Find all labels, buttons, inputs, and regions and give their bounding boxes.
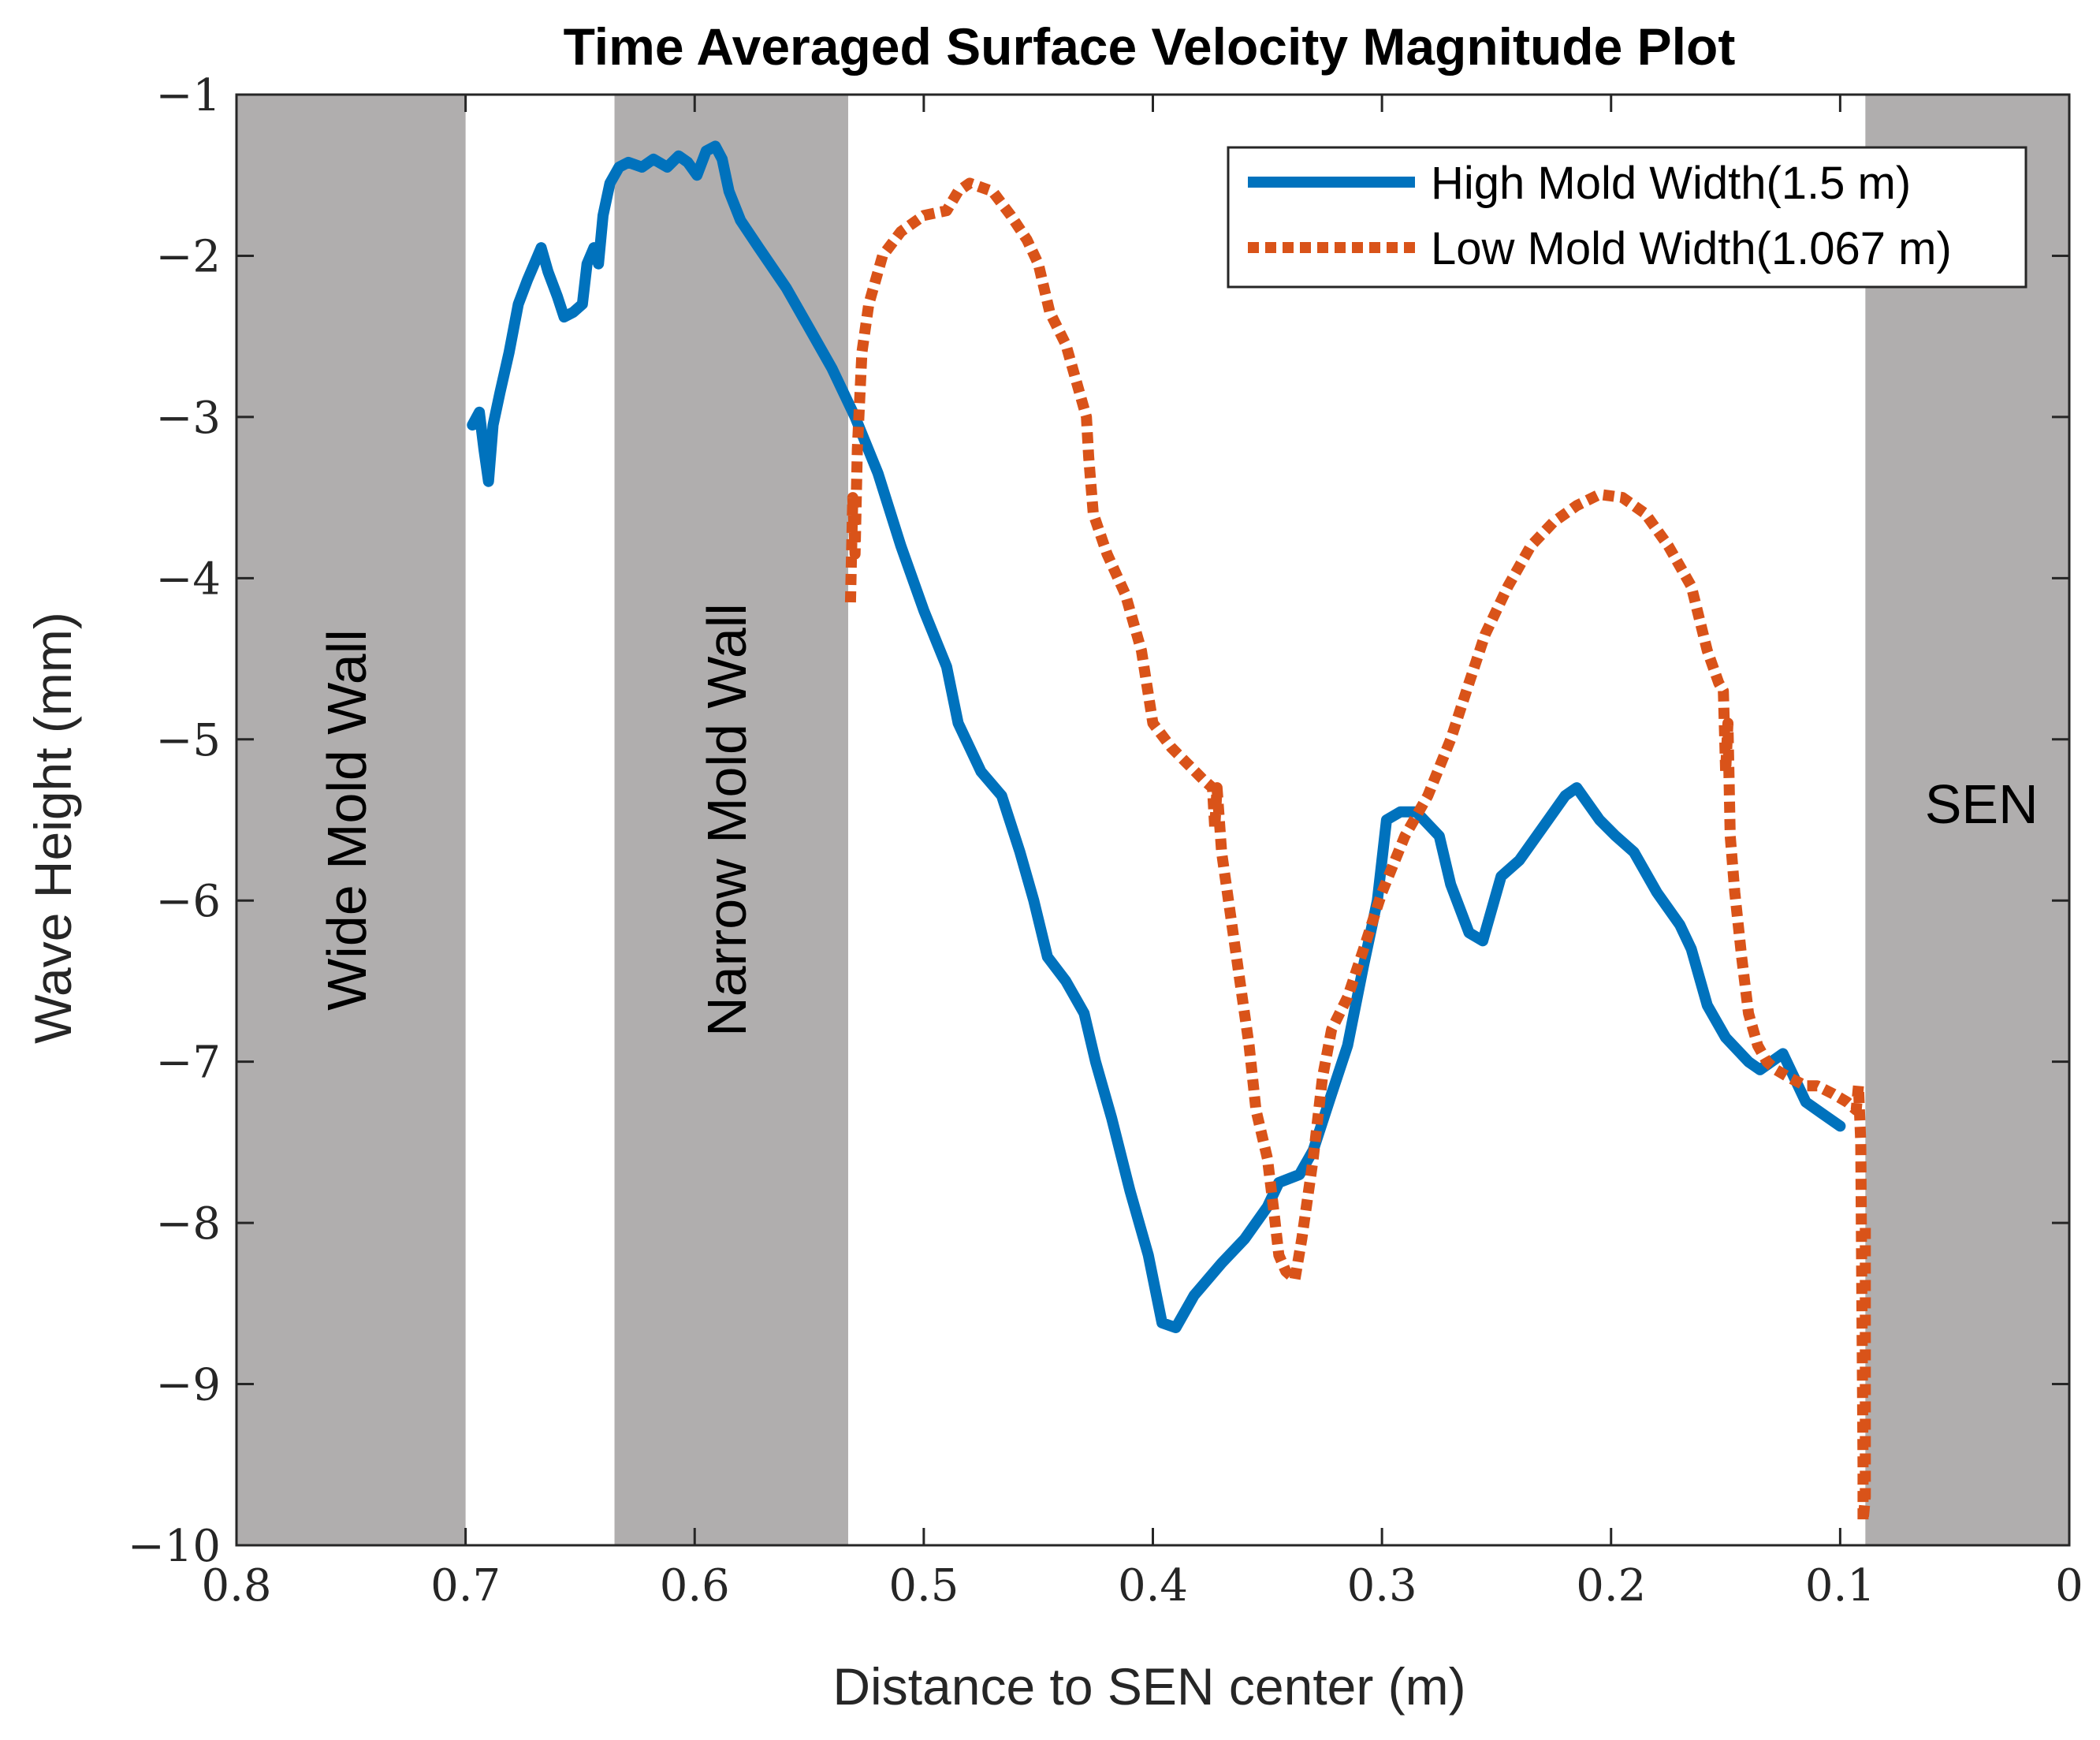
x-tick-label: 0.1 [1805, 1560, 1875, 1611]
x-tick-label: 0.7 [430, 1560, 501, 1611]
y-tick-label: −2 [155, 231, 221, 282]
y-tick-label: −8 [155, 1198, 221, 1250]
x-axis-label: Distance to SEN center (m) [832, 1657, 1465, 1716]
y-tick-label: −6 [155, 876, 221, 927]
axis-ticks: 0.8 0.7 0.6 0.5 0.4 0.3 0.2 0.1 0 −1 −2 −3 −4 −5 −6 −7 −… [128, 70, 2083, 1611]
x-tick-label: 0 [2055, 1560, 2083, 1611]
legend: High Mold Width(1.5 m) Low Mold Width(1.… [1227, 146, 2027, 289]
legend-box [1227, 146, 2027, 289]
shaded-regions [236, 95, 2069, 1545]
x-tick-label: 0.6 [660, 1560, 730, 1611]
legend-label-low-mold-width: Low Mold Width(1.067 m) [1431, 223, 1952, 274]
series-lines [467, 140, 1871, 1527]
region-label-wide-mold-wall: Wide Mold Wall [316, 629, 378, 1011]
y-tick-label: −7 [155, 1038, 221, 1089]
x-tick-label: 0.2 [1576, 1560, 1646, 1611]
y-tick-label: −10 [128, 1521, 221, 1572]
x-tick-label: 0.8 [201, 1560, 271, 1611]
region-label-narrow-mold-wall: Narrow Mold Wall [696, 603, 758, 1037]
y-tick-label: −4 [155, 553, 221, 605]
y-tick-label: −9 [155, 1360, 221, 1411]
region-labels: Wide Mold Wall Narrow Mold Wall SEN [316, 603, 2039, 1037]
y-tick-label: −1 [155, 70, 221, 121]
series-line-low-mold-width-1-067-m [844, 177, 1871, 1527]
x-tick-label: 0.5 [888, 1560, 959, 1611]
y-axis-label: Wave Height (mm) [24, 612, 82, 1044]
y-tick-label: −5 [155, 715, 221, 766]
region-label-sen: SEN [1925, 773, 2039, 835]
legend-label-high-mold-width: High Mold Width(1.5 m) [1431, 158, 1911, 209]
y-tick-label: −3 [155, 393, 221, 444]
shaded-region-sen [1865, 95, 2069, 1545]
x-tick-label: 0.4 [1118, 1560, 1188, 1611]
x-tick-label: 0.3 [1347, 1560, 1417, 1611]
shaded-region-wide-mold-wall [236, 95, 466, 1545]
chart-title: Time Averaged Surface Velocity Magnitude… [564, 17, 1736, 76]
series-line-high-mold-width-1-5-m [467, 140, 1846, 1333]
